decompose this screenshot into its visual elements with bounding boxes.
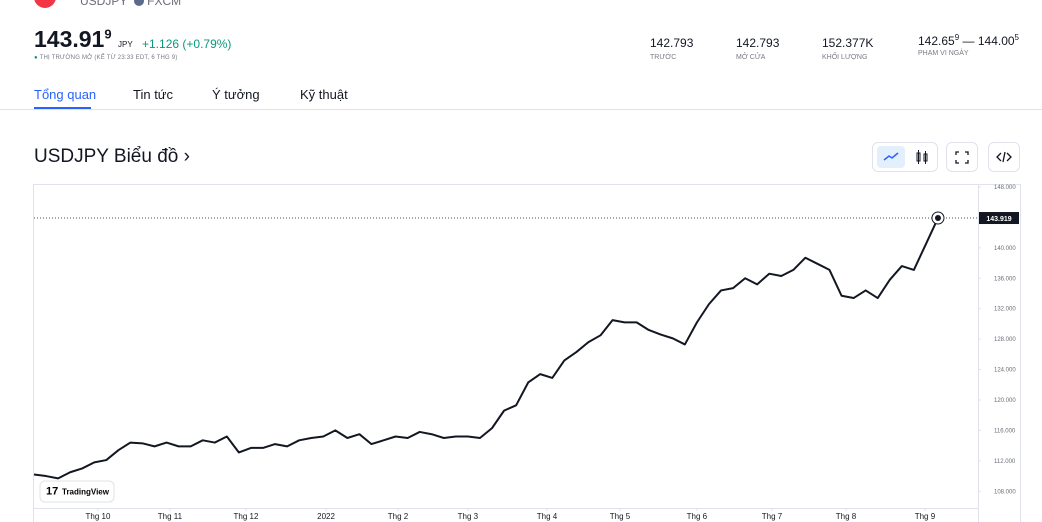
stat-range: 142.659 — 144.005 PHẠM VI NGÀY xyxy=(918,33,1019,57)
line-icon xyxy=(883,152,899,161)
watermark-box xyxy=(39,480,115,503)
range-high-sup: 5 xyxy=(1014,33,1019,42)
x-tick-label: Thg 2 xyxy=(388,512,409,521)
symbol-row: USDJPY FXCM xyxy=(80,0,181,8)
stat: 152.377K KHỐI LƯỢNG xyxy=(822,36,873,61)
price: 143.919 xyxy=(34,26,112,53)
x-tick-label: Thg 8 xyxy=(836,512,857,521)
exchange[interactable]: FXCM xyxy=(147,0,182,8)
price-marker-label: 143.919 xyxy=(986,216,1011,223)
symbol[interactable]: USDJPY xyxy=(80,0,128,8)
last-point xyxy=(934,215,941,222)
tab-underline xyxy=(34,107,91,109)
stat-label: MỞ CỬA xyxy=(736,54,766,61)
y-tick-label: 132.000 xyxy=(994,307,1016,313)
price-sup: 9 xyxy=(104,26,112,42)
y-tick-label: 136.000 xyxy=(994,276,1016,282)
y-tick-label: 108.000 xyxy=(994,489,1016,495)
y-tick-label: 148.000 xyxy=(994,185,1016,191)
y-tick-label: 128.000 xyxy=(994,337,1016,343)
tab-divider xyxy=(0,109,1042,110)
y-tick-label: 120.000 xyxy=(994,398,1016,404)
y-tick-label: 116.000 xyxy=(994,428,1016,434)
line-style-button[interactable] xyxy=(877,146,905,168)
candle-style-button[interactable] xyxy=(909,146,935,168)
x-tick-label: Thg 9 xyxy=(915,512,936,521)
fullscreen-icon xyxy=(955,151,969,164)
stat-label: KHỐI LƯỢNG xyxy=(822,54,868,61)
chart-style-toggle xyxy=(872,142,938,172)
fullscreen-button[interactable] xyxy=(946,142,978,172)
exchange-icon xyxy=(133,0,144,6)
stat-label: TRƯỚC xyxy=(650,54,677,61)
change-pct: (+0.79%) xyxy=(182,37,232,51)
stat: 142.793 MỞ CỬA xyxy=(736,36,779,61)
status-dot: ● xyxy=(34,55,38,61)
x-tick-label: Thg 4 xyxy=(537,512,558,521)
change-abs: +1.126 xyxy=(142,37,180,51)
tab[interactable]: Tổng quan xyxy=(34,87,97,102)
y-tick-label: 124.000 xyxy=(994,368,1016,374)
currency: JPY xyxy=(118,40,133,49)
range-sep: — xyxy=(962,34,975,48)
embed-button[interactable] xyxy=(988,142,1020,172)
stat-label: PHẠM VI NGÀY xyxy=(918,50,969,57)
price-main: 143.91 xyxy=(34,26,105,52)
chart-title[interactable]: USDJPY Biểu đồ › xyxy=(34,146,190,167)
range-high: 144.00 xyxy=(977,34,1015,48)
x-tick-label: Thg 5 xyxy=(610,512,631,521)
x-tick-label: Thg 6 xyxy=(687,512,708,521)
tab[interactable]: Kỹ thuật xyxy=(300,87,348,102)
y-tick-label: 140.000 xyxy=(994,246,1016,252)
stat-value: 142.793 xyxy=(736,36,780,50)
x-tick-label: Thg 10 xyxy=(86,512,111,521)
watermark-logo: 17 xyxy=(46,486,58,498)
change: +1.126 (+0.79%) xyxy=(142,37,231,51)
watermark: TradingView xyxy=(62,488,110,497)
chart-frame xyxy=(33,184,1021,522)
tab[interactable]: Ý tưởng xyxy=(212,87,260,102)
tab[interactable]: Tin tức xyxy=(133,87,174,102)
x-tick-label: Thg 7 xyxy=(762,512,783,521)
x-tick-label: Thg 12 xyxy=(234,512,259,521)
market-status: ● THỊ TRƯỜNG MỞ (KỂ TỪ 23:33 EDT, 6 THG … xyxy=(34,55,178,61)
x-tick-label: Thg 3 xyxy=(458,512,479,521)
x-tick-label: Thg 11 xyxy=(158,512,183,521)
range-low: 142.65 xyxy=(918,34,955,48)
stat-value: 152.377K xyxy=(822,36,874,50)
candle-icon xyxy=(916,150,928,164)
stat-value: 142.793 xyxy=(650,36,694,50)
price-line xyxy=(33,217,939,480)
stat: 142.793 TRƯỚC xyxy=(650,36,693,61)
embed-icon xyxy=(996,151,1012,163)
x-tick-label: 2022 xyxy=(317,512,335,521)
y-tick-label: 112.000 xyxy=(994,459,1016,465)
price-marker-box xyxy=(979,212,1019,225)
status-text: THỊ TRƯỜNG MỞ (KỂ TỪ 23:33 EDT, 6 THG 9) xyxy=(39,55,178,61)
range-low-sup: 9 xyxy=(954,33,960,42)
symbol-logo xyxy=(34,0,56,8)
